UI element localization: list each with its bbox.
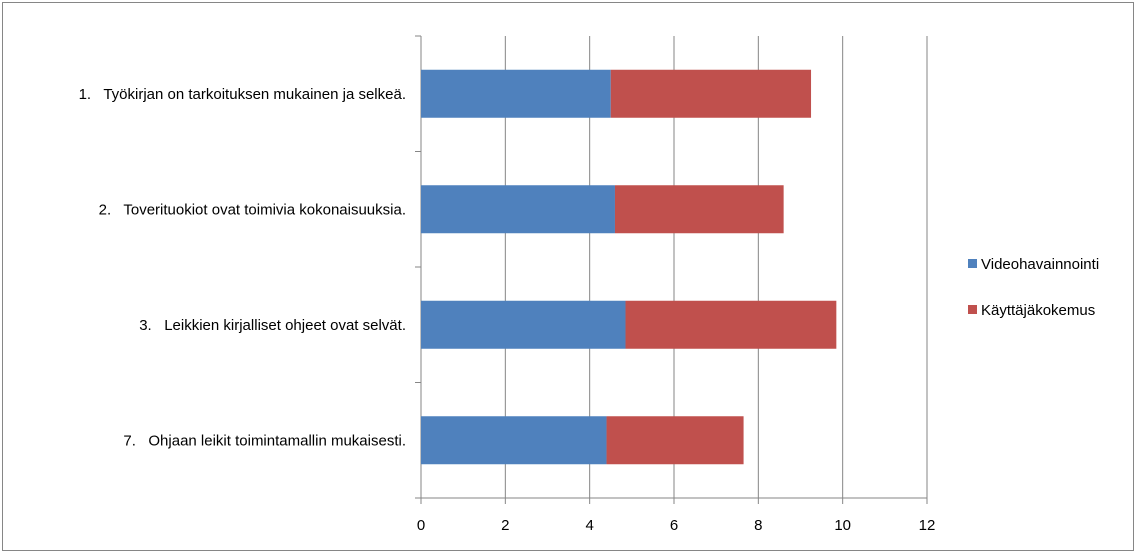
category-label-2: 2. Toverituokiot ovat toimivia kokonaisu… [99, 201, 406, 218]
legend: Videohavainnointi Käyttäjäkokemus [968, 256, 1099, 319]
x-tick-label-6: 6 [670, 517, 678, 534]
x-tick-label-4: 4 [585, 517, 593, 534]
category-label-4: 7. Ohjaan leikit toimintamallin mukaises… [123, 432, 406, 449]
bar-videohavainnointi-3 [421, 300, 626, 349]
category-labels: 1. Työkirjan on tarkoituksen mukainen ja… [79, 86, 406, 450]
category-label-3: 3. Leikkien kirjalliset ohjeet ovat selv… [139, 317, 406, 334]
bar-kayttajakokemus-4 [606, 416, 744, 465]
x-tick-label-8: 8 [754, 517, 762, 534]
legend-label-kayttajakokemus: Käyttäjäkokemus [981, 302, 1095, 319]
bar-kayttajakokemus-3 [625, 300, 837, 349]
x-tick-label-2: 2 [501, 517, 509, 534]
bar-videohavainnointi-1 [421, 69, 611, 118]
legend-swatch-videohavainnointi [968, 259, 977, 268]
x-tick-labels: 0 2 4 6 8 10 12 [417, 517, 936, 534]
x-tick-label-10: 10 [834, 517, 851, 534]
category-label-1: 1. Työkirjan on tarkoituksen mukainen ja… [79, 86, 406, 103]
bar-videohavainnointi-4 [421, 416, 607, 465]
bar-videohavainnointi-2 [421, 185, 615, 234]
bars [421, 69, 837, 465]
bar-kayttajakokemus-1 [610, 69, 812, 118]
legend-label-videohavainnointi: Videohavainnointi [981, 256, 1099, 273]
legend-swatch-kayttajakokemus [968, 305, 977, 314]
x-tick-label-12: 12 [919, 517, 936, 534]
x-tick-label-0: 0 [417, 517, 425, 534]
bar-kayttajakokemus-2 [614, 185, 784, 234]
